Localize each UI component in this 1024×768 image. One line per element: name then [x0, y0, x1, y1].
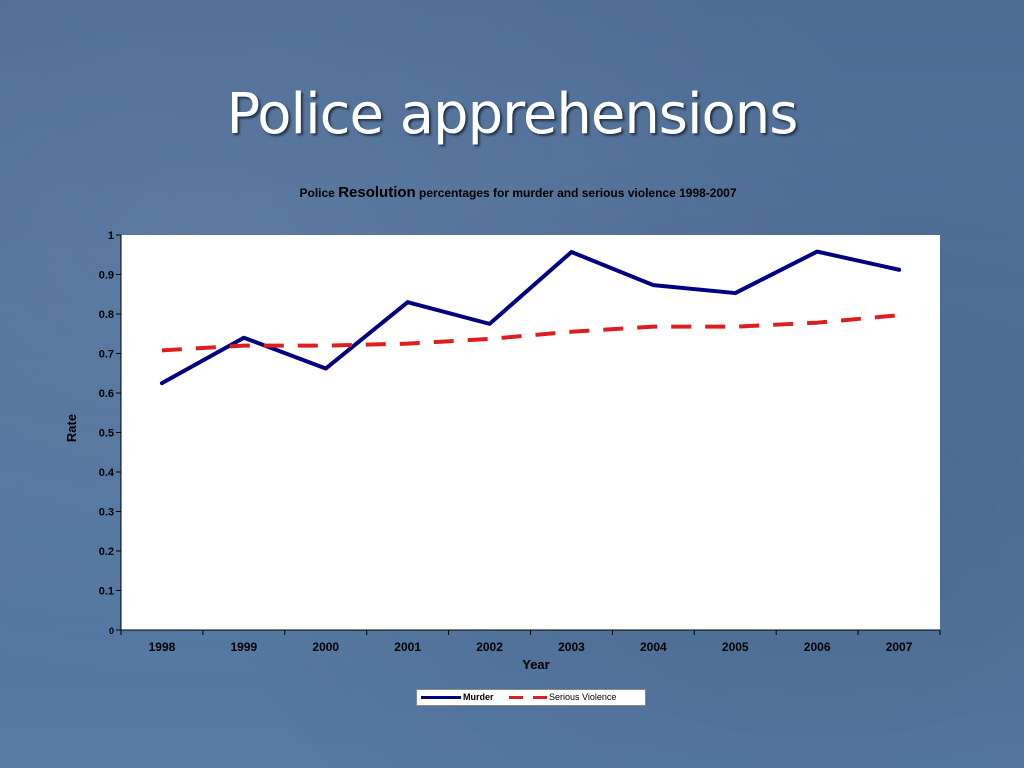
x-tick-label: 2005	[722, 640, 749, 654]
y-tick-label: 0.6	[99, 388, 114, 400]
legend-label-serious-violence: Serious Violence	[549, 692, 617, 702]
chart-title-part-3: percentages for murder and serious viole…	[415, 186, 737, 200]
x-tick-label: 2003	[558, 640, 585, 654]
y-tick-label: 0.8	[99, 309, 114, 321]
chart-title: Police Resolution percentages for murder…	[0, 184, 1024, 201]
y-tick-label: 0.4	[99, 467, 115, 479]
x-axis-label: Year	[522, 657, 549, 672]
y-axis-label: Rate	[64, 414, 79, 442]
chart-title-part-2: Resolution	[338, 184, 416, 201]
series-line-murder	[159, 249, 902, 386]
chart-title-part-1: Police	[299, 186, 339, 200]
y-tick-label: 1	[108, 230, 114, 242]
plot-area	[121, 235, 940, 630]
series-lines	[159, 249, 902, 386]
x-tick-label: 2007	[886, 640, 913, 654]
y-tick-label: 0.1	[99, 586, 114, 598]
x-tick-label: 1999	[230, 640, 257, 654]
legend-swatch-serious-violence	[509, 696, 549, 699]
x-tick-label: 2006	[804, 640, 831, 654]
y-tick-label: 0.2	[99, 546, 114, 558]
y-tick-label: 0	[109, 626, 114, 636]
x-tick-label: 2001	[394, 640, 421, 654]
series-line-serious-violence	[161, 313, 900, 353]
y-tick-label: 0.9	[99, 270, 114, 282]
slide-title: Police apprehensions	[226, 82, 799, 147]
legend: Murder Serious Violence	[416, 689, 646, 706]
y-axis: 0 0.1 0.2 0.3 0.4 0.5 0.6 0.7 0.8 0.9 1	[99, 230, 122, 636]
x-axis: 1998 1999 2000 2001 2002 2003 2004 2005 2006 2007	[120, 629, 941, 654]
legend-swatch-murder	[421, 696, 461, 699]
y-tick-label: 0.7	[99, 349, 114, 361]
x-tick-label: 2000	[312, 640, 339, 654]
x-tick-label: 2002	[476, 640, 503, 654]
x-tick-label: 2004	[640, 640, 667, 654]
legend-label-murder: Murder	[463, 692, 494, 702]
x-tick-label: 1998	[149, 640, 176, 654]
y-tick-label: 0.5	[99, 428, 114, 440]
y-tick-label: 0.3	[99, 507, 114, 519]
